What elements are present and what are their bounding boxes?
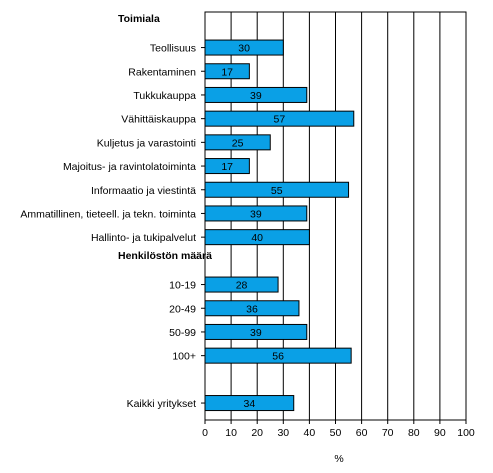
x-tick-label: 60	[356, 427, 368, 439]
data-label: 17	[221, 161, 233, 173]
data-label: 56	[272, 351, 284, 363]
bar	[204, 86, 308, 103]
bar	[204, 110, 355, 127]
data-label: 39	[250, 327, 262, 339]
category-label: 50-99	[169, 327, 196, 339]
x-tick-label: 50	[330, 427, 342, 439]
bar	[204, 134, 271, 151]
x-tick-label: 100	[457, 427, 475, 439]
category-label: Majoitus- ja ravintolatoiminta	[63, 161, 196, 173]
group-label: Henkilöstön määrä	[118, 250, 212, 262]
bar	[204, 158, 250, 175]
group-label: Toimiala	[118, 13, 160, 25]
x-tick-label: 30	[277, 427, 289, 439]
data-label: 57	[274, 114, 286, 126]
category-label: Rakentaminen	[128, 66, 196, 78]
bar	[204, 395, 295, 412]
category-label: Teollisuus	[150, 43, 196, 55]
data-label: 55	[271, 185, 283, 197]
data-label: 40	[251, 232, 263, 244]
data-label: 28	[236, 280, 248, 292]
x-tick-label: 20	[251, 427, 263, 439]
x-tick-label: 10	[225, 427, 237, 439]
bar	[204, 276, 279, 293]
x-tick-label: 40	[304, 427, 316, 439]
data-label: 36	[246, 303, 258, 315]
data-label: 39	[250, 90, 262, 102]
category-label: Informaatio ja viestintä	[91, 185, 196, 197]
category-label: Tukkukauppa	[133, 90, 196, 102]
category-label: Kaikki yritykset	[127, 398, 197, 410]
category-label: Kuljetus ja varastointi	[97, 137, 196, 149]
data-label: 17	[221, 66, 233, 78]
category-label: 10-19	[169, 280, 196, 292]
bar	[204, 323, 308, 340]
category-label: 100+	[172, 351, 196, 363]
bar	[204, 300, 300, 317]
bar	[204, 39, 284, 56]
x-tick-label: 80	[408, 427, 420, 439]
bar	[204, 229, 310, 246]
data-label: 25	[232, 137, 244, 149]
x-tick-label: 90	[434, 427, 446, 439]
category-label: Ammatillinen, tieteell. ja tekn. toimint…	[20, 208, 196, 220]
bar	[204, 347, 352, 364]
bar	[204, 63, 250, 80]
data-label: 30	[238, 43, 250, 55]
data-label: 34	[244, 398, 256, 410]
bar	[204, 205, 308, 222]
data-label: 39	[250, 208, 262, 220]
x-tick-label: 70	[382, 427, 394, 439]
category-label: 20-49	[169, 303, 196, 315]
bar	[204, 181, 350, 198]
x-tick-label: 0	[202, 427, 208, 439]
x-axis-title: %	[334, 453, 343, 465]
category-label: Hallinto- ja tukipalvelut	[91, 232, 196, 244]
category-label: Vähittäiskauppa	[121, 114, 196, 126]
